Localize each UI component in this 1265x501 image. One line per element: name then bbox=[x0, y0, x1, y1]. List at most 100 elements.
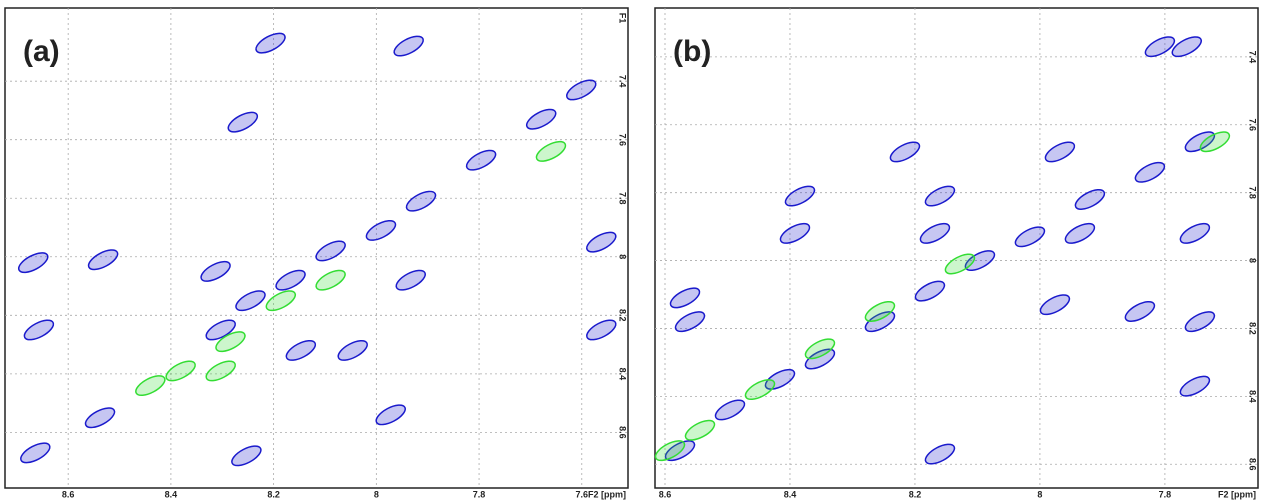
contour-peak bbox=[1074, 188, 1106, 210]
contour-peak bbox=[586, 319, 617, 341]
y-tick-label: 7.8 bbox=[1248, 186, 1258, 199]
contour-peak bbox=[535, 140, 567, 162]
contour-peak bbox=[375, 404, 406, 426]
plot-frame bbox=[4, 7, 629, 489]
contour-peak bbox=[864, 311, 896, 333]
y-tick-label: 8 bbox=[618, 254, 628, 259]
contour-peak bbox=[889, 141, 921, 163]
x-tick-label: 8.6 bbox=[659, 489, 672, 499]
contour-peak bbox=[23, 319, 55, 341]
x-tick-label: 8 bbox=[1037, 489, 1042, 499]
contour-peak bbox=[1064, 222, 1096, 244]
contour-peak bbox=[684, 419, 716, 441]
contour-peak bbox=[235, 290, 266, 312]
contour-peak bbox=[205, 360, 236, 382]
contour-peak bbox=[337, 339, 368, 361]
y-tick-label: 8.2 bbox=[618, 309, 628, 322]
y-tick-label: 7.6 bbox=[1248, 119, 1258, 132]
contour-peak bbox=[674, 311, 706, 333]
y-tick-label: 8.4 bbox=[618, 368, 628, 381]
x-tick-label: 8.4 bbox=[784, 489, 797, 499]
contour-peak bbox=[669, 287, 701, 309]
contour-peak bbox=[864, 301, 896, 322]
contour-peak bbox=[315, 240, 346, 262]
y-tick-label: 7.8 bbox=[618, 192, 628, 205]
contour-peak bbox=[255, 32, 286, 54]
contour-peak bbox=[285, 339, 317, 361]
x-tick-label: 7.8 bbox=[1159, 489, 1172, 499]
contour-peak bbox=[315, 269, 346, 291]
x-tick-label: 8.4 bbox=[165, 489, 178, 499]
y-tick-label: 8.4 bbox=[1248, 390, 1258, 403]
contour-peak bbox=[227, 111, 259, 133]
contour-peak bbox=[165, 360, 196, 382]
contour-peak bbox=[1144, 36, 1176, 58]
x-tick-label: 8.6 bbox=[62, 489, 75, 499]
contour-peak bbox=[200, 260, 231, 282]
contour-peak bbox=[919, 222, 951, 244]
y-tick-label: 8.6 bbox=[618, 426, 628, 439]
y-tick-label: 7.4 bbox=[618, 75, 628, 88]
contour-peak bbox=[231, 445, 262, 467]
x-tick-label: 7.8 bbox=[473, 489, 486, 499]
panel-label: (a) bbox=[23, 35, 60, 68]
contour-peak bbox=[1124, 301, 1156, 322]
contour-peak bbox=[405, 190, 437, 212]
panel-label: (b) bbox=[673, 35, 711, 68]
contour-peak bbox=[20, 442, 51, 464]
contour-peak bbox=[1044, 141, 1076, 163]
contour-peak bbox=[265, 290, 297, 312]
contour-peak bbox=[924, 443, 956, 465]
contour-peak bbox=[586, 231, 617, 253]
contour-peak bbox=[275, 269, 306, 291]
contour-peak bbox=[744, 379, 776, 401]
contour-peak bbox=[525, 108, 557, 130]
contour-peak bbox=[944, 253, 976, 275]
x-tick-label: 8 bbox=[374, 489, 379, 499]
x-axis-label: F2 [ppm] bbox=[588, 489, 626, 499]
plot-frame bbox=[654, 7, 1259, 489]
contour-peak bbox=[17, 252, 49, 274]
contour-peak bbox=[784, 185, 816, 207]
x-tick-label: 8.2 bbox=[267, 489, 280, 499]
contour-peak bbox=[914, 280, 946, 302]
contour-peak bbox=[365, 219, 397, 241]
y-tick-label: 8.6 bbox=[1248, 458, 1258, 471]
panel: 8.6 8.4 8.2 8 7.8 7.6 7.4 7.6 7.8 8 8.2 8.4 8.6 (a) F2… bbox=[4, 7, 629, 499]
contour-peak bbox=[804, 348, 836, 370]
contour-peak bbox=[924, 185, 956, 207]
contour-peak bbox=[84, 407, 116, 429]
y-axis-label: F1 bbox=[618, 13, 628, 24]
contour-peak bbox=[205, 319, 236, 341]
contour-peak bbox=[664, 440, 696, 462]
contour-peak bbox=[779, 222, 811, 244]
contour-peak bbox=[465, 149, 497, 171]
contour-peak bbox=[1184, 311, 1216, 333]
contour-peak bbox=[804, 338, 836, 360]
y-tick-label: 7.4 bbox=[1248, 51, 1258, 64]
panel: 8.6 8.4 8.2 8 7.8 7.4 7.6 7.8 8 8.2 8.4 8.6 (b) F2 [p… bbox=[654, 7, 1259, 499]
contour-peak bbox=[1199, 131, 1231, 153]
contour-peak bbox=[1179, 375, 1211, 397]
y-tick-label: 8 bbox=[1248, 258, 1258, 263]
y-tick-label: 8.2 bbox=[1248, 322, 1258, 335]
contour-peak bbox=[395, 269, 427, 291]
x-axis-label: F2 [ppm] bbox=[1218, 489, 1256, 499]
contour-peak bbox=[764, 368, 796, 390]
x-tick-label: 7.6 bbox=[576, 489, 589, 499]
contour-peak bbox=[566, 79, 597, 101]
contour-peak bbox=[1134, 161, 1166, 183]
contour-peak bbox=[1179, 222, 1211, 244]
contour-peak bbox=[1014, 226, 1046, 248]
contour-peak bbox=[654, 440, 686, 462]
y-tick-label: 7.6 bbox=[618, 133, 628, 146]
contour-peak bbox=[87, 249, 119, 271]
contour-peak bbox=[393, 35, 424, 57]
contour-peak bbox=[1039, 294, 1071, 316]
contour-peak bbox=[215, 331, 246, 353]
contour-peak bbox=[714, 399, 746, 421]
contour-peak bbox=[1171, 36, 1203, 58]
contour-peak bbox=[135, 375, 166, 397]
x-tick-label: 8.2 bbox=[909, 489, 922, 499]
